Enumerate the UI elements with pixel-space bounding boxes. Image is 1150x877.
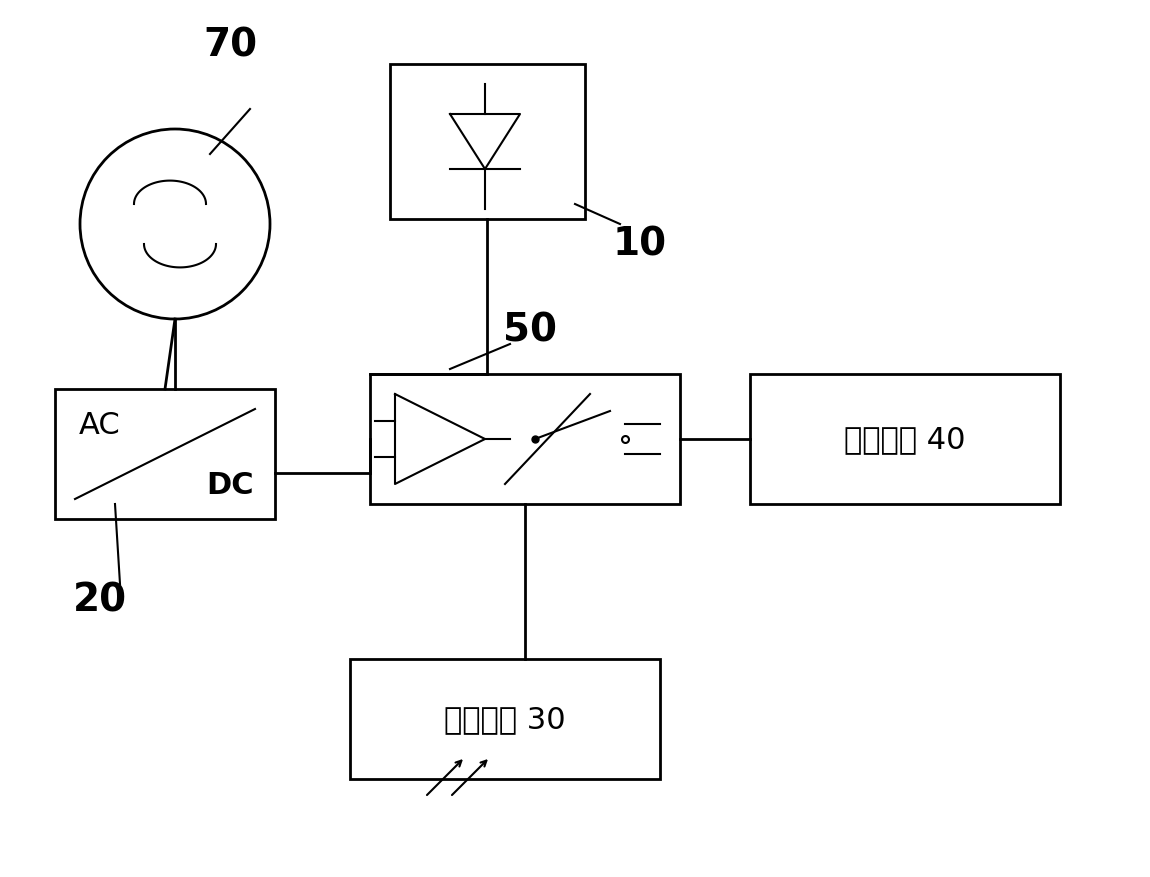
- Bar: [750, 374, 1060, 504]
- Text: 20: 20: [72, 581, 126, 618]
- Text: AC: AC: [79, 410, 121, 439]
- Text: DC: DC: [206, 470, 254, 499]
- Text: 50: 50: [503, 310, 557, 348]
- Bar: [390, 65, 585, 220]
- Text: 10: 10: [613, 225, 667, 264]
- Bar: [55, 389, 275, 519]
- Bar: [370, 374, 680, 504]
- Bar: [350, 660, 660, 779]
- Text: 空调机组 30: 空调机组 30: [444, 705, 566, 734]
- Text: 70: 70: [202, 26, 258, 64]
- Text: 储能组件 40: 储能组件 40: [844, 425, 966, 454]
